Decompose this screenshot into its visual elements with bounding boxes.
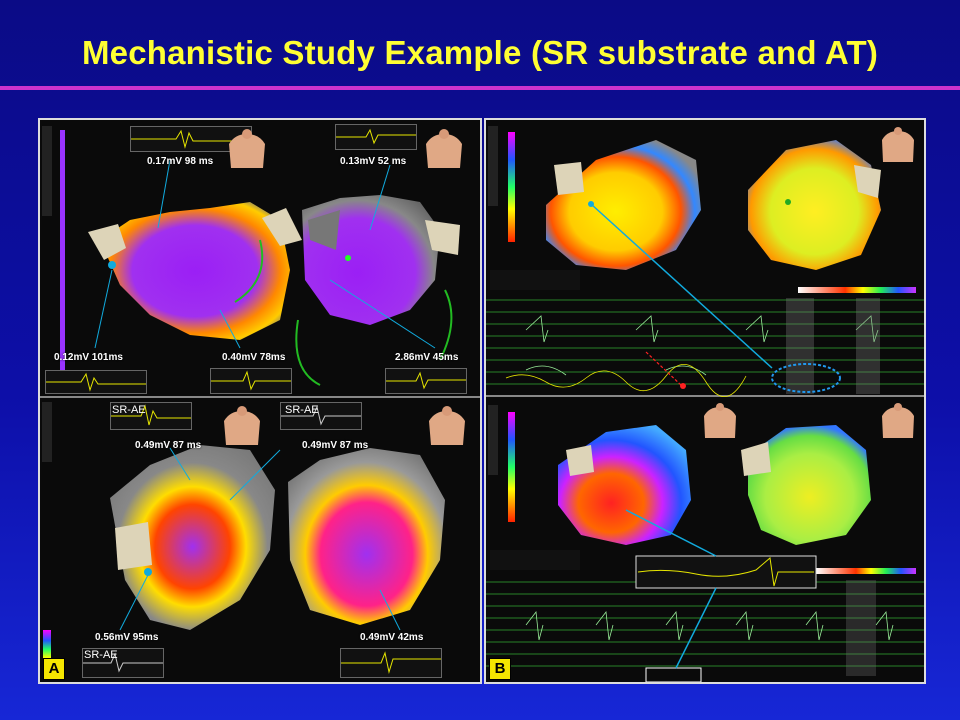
torso-icon [700,402,740,438]
egm-trace [335,124,417,150]
egm-trace [210,368,292,394]
egm-trace [385,368,467,394]
measurement-label: 0.12mV 101ms [54,352,123,363]
measurement-label: 0.49mV 87 ms [302,440,369,451]
egm-trace [280,402,362,430]
measurement-label: 0.17mV 98 ms [147,156,214,167]
egm-trace [340,648,442,678]
measurement-label: 2.86mV 45ms [395,352,459,363]
torso-icon [425,405,469,445]
measurement-label: 0.49mV 42ms [360,632,424,643]
measurement-label: 0.40mV 78ms [222,352,286,363]
torso-icon [225,128,269,168]
egm-trace [45,370,147,394]
panel-letter: A [43,658,65,680]
panel-a-graphics [40,126,480,665]
panel-b: B [484,118,926,684]
sr-ae-tag: SR-AE [285,404,319,416]
panel-b-graphics [486,126,924,682]
sr-ae-tag: SR-AE [112,404,146,416]
measurement-label: 0.13mV 52 ms [340,156,407,167]
panel-a: 0.17mV 98 ms 0.13mV 52 ms 0.12mV 101ms 0… [38,118,482,684]
egm-trace [110,402,192,430]
measurement-label: 0.49mV 87 ms [135,440,202,451]
torso-icon [878,126,918,162]
measurement-label: 0.56mV 95ms [95,632,159,643]
title-divider [0,86,960,90]
torso-icon [878,402,918,438]
torso-icon [422,128,466,168]
egm-trace [82,648,164,678]
sr-ae-tag: SR-AE [84,649,118,661]
slide-title: Mechanistic Study Example (SR substrate … [81,34,879,71]
panel-letter: B [489,658,511,680]
torso-icon [220,405,264,445]
